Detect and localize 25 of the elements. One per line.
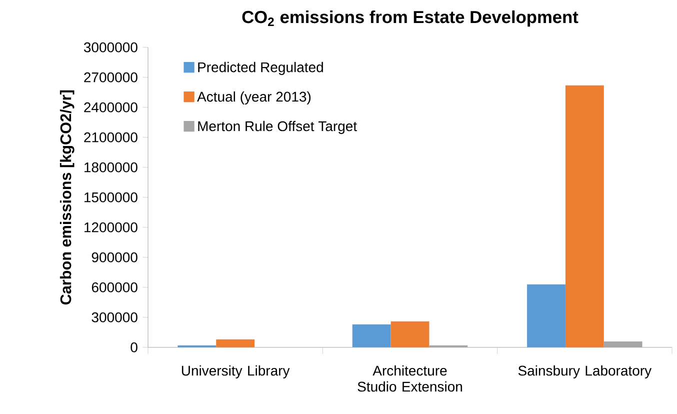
bar <box>565 85 604 348</box>
y-tick-label: 900000 <box>92 252 138 262</box>
x-tick-label: University Library <box>182 365 290 378</box>
x-tick-label: Architecture Studio Extension <box>358 365 462 392</box>
y-tick-label: 2100000 <box>84 132 138 142</box>
bar <box>604 341 642 348</box>
legend-label: Predicted Regulated <box>198 62 323 75</box>
y-tick-label: 1200000 <box>84 222 138 232</box>
y-tick-label: 0 <box>130 342 138 352</box>
bar <box>390 321 430 348</box>
y-tick-label: 2400000 <box>84 102 138 112</box>
legend-label: Merton Rule Offset Target <box>198 120 357 134</box>
y-tick-label: 300000 <box>92 312 138 322</box>
bar <box>527 284 566 348</box>
bar <box>216 339 255 348</box>
x-tick-label: Sainsbury Laboratory <box>518 365 652 378</box>
y-tick-label: 600000 <box>92 282 138 292</box>
y-axis-title: Carbon emissions [kgCO2/yr] <box>60 90 74 304</box>
bar <box>352 324 391 348</box>
y-tick-label: 3000000 <box>84 42 138 52</box>
y-tick-label: 1800000 <box>84 162 138 172</box>
chart-title: CO$_{2}$ emissions from Estate Development <box>242 10 578 27</box>
y-tick-label: 2700000 <box>84 72 138 82</box>
legend-label: Actual (year 2013) <box>197 91 311 104</box>
y-tick-label: 1500000 <box>84 192 138 202</box>
